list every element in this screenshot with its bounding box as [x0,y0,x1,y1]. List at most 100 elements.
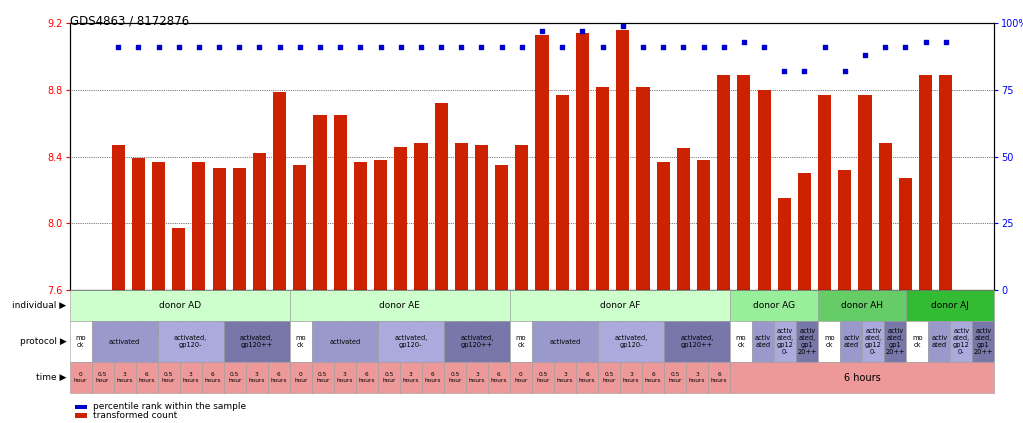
Text: activ
ated,
gp12
0-: activ ated, gp12 0- [952,328,970,355]
Bar [777,198,791,290]
Bar [899,178,911,290]
Text: 6
hours: 6 hours [138,372,154,383]
Bar [253,153,266,290]
Text: activ
ated: activ ated [843,335,859,348]
FancyBboxPatch shape [377,321,444,362]
FancyBboxPatch shape [906,321,928,362]
FancyBboxPatch shape [796,321,818,362]
Bar [333,115,347,290]
Text: 6
hours: 6 hours [711,372,727,383]
Point [837,68,853,74]
Text: 3
hours: 3 hours [337,372,353,383]
Text: 0
hour: 0 hour [294,372,308,383]
Point [715,44,731,51]
Text: activ
ated,
gp1
20++: activ ated, gp1 20++ [798,328,817,355]
Text: 0
hour: 0 hour [74,372,87,383]
FancyBboxPatch shape [840,321,862,362]
FancyBboxPatch shape [444,321,509,362]
Text: mo
ck: mo ck [824,335,835,348]
Point [453,44,470,51]
Bar [354,162,367,290]
Text: activ
ated,
gp1
20++: activ ated, gp1 20++ [974,328,993,355]
Text: percentile rank within the sample: percentile rank within the sample [93,402,247,412]
Point [150,44,167,51]
Point [412,44,429,51]
Point [292,44,308,51]
FancyBboxPatch shape [70,362,92,393]
Bar [576,33,589,290]
Point [796,68,812,74]
FancyBboxPatch shape [246,362,268,393]
FancyBboxPatch shape [554,362,576,393]
Point [937,38,953,45]
Text: 6 hours: 6 hours [844,373,881,382]
FancyBboxPatch shape [708,362,730,393]
Text: activ
ated: activ ated [931,335,947,348]
Text: GDS4863 / 8172876: GDS4863 / 8172876 [70,15,188,28]
Bar [677,148,690,290]
Text: activated: activated [549,338,581,345]
Bar [717,75,730,290]
Text: 3
hours: 3 hours [557,372,573,383]
Point [252,44,268,51]
Point [190,44,207,51]
FancyBboxPatch shape [950,321,972,362]
Point [211,44,227,51]
Text: 6
hours: 6 hours [359,372,375,383]
Text: mo
ck: mo ck [296,335,306,348]
Text: mo
ck: mo ck [516,335,526,348]
Text: activ
ated: activ ated [755,335,771,348]
FancyBboxPatch shape [312,362,333,393]
FancyBboxPatch shape [290,290,509,321]
Text: 0
hour: 0 hour [515,372,528,383]
Bar [838,170,851,290]
FancyBboxPatch shape [532,321,598,362]
Text: 6
hours: 6 hours [270,372,287,383]
Bar [757,90,770,290]
FancyBboxPatch shape [465,362,488,393]
FancyBboxPatch shape [202,362,224,393]
Text: mo
ck: mo ck [76,335,86,348]
Text: 3
hours: 3 hours [403,372,419,383]
Bar [132,158,145,290]
Bar [697,160,710,290]
Text: donor AJ: donor AJ [931,301,969,310]
Text: 3
hours: 3 hours [182,372,198,383]
FancyBboxPatch shape [884,321,906,362]
Text: 6
hours: 6 hours [579,372,595,383]
FancyBboxPatch shape [862,321,884,362]
FancyBboxPatch shape [400,362,421,393]
FancyBboxPatch shape [136,362,158,393]
Point [474,44,490,51]
Bar [414,143,428,290]
FancyBboxPatch shape [356,362,377,393]
Text: 3
hours: 3 hours [469,372,485,383]
FancyBboxPatch shape [532,362,554,393]
Bar [616,30,629,290]
FancyBboxPatch shape [92,362,114,393]
Text: mo
ck: mo ck [911,335,923,348]
Bar [192,162,206,290]
FancyBboxPatch shape [686,362,708,393]
FancyBboxPatch shape [509,362,532,393]
Point [231,44,248,51]
Point [393,44,409,51]
FancyBboxPatch shape [312,321,377,362]
Point [594,44,611,51]
FancyBboxPatch shape [75,405,87,409]
Point [493,44,509,51]
Text: 3
hours: 3 hours [249,372,265,383]
FancyBboxPatch shape [642,362,664,393]
FancyBboxPatch shape [377,362,400,393]
Point [857,52,874,59]
FancyBboxPatch shape [333,362,356,393]
FancyBboxPatch shape [509,321,532,362]
Point [433,44,449,51]
Text: 0.5
hour: 0.5 hour [448,372,461,383]
FancyBboxPatch shape [92,321,158,362]
Point [635,44,652,51]
Point [534,28,550,35]
Point [110,44,127,51]
Text: individual ▶: individual ▶ [12,301,66,310]
Text: activated,
gp120-: activated, gp120- [615,335,648,348]
